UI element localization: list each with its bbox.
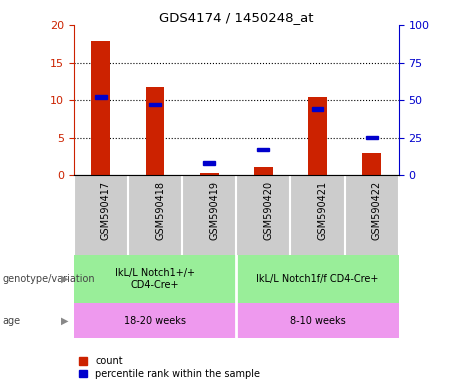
Bar: [257, 148, 269, 151]
Bar: [91, 41, 110, 175]
Text: GSM590420: GSM590420: [263, 181, 273, 240]
Text: genotype/variation: genotype/variation: [2, 274, 95, 284]
Legend: count, percentile rank within the sample: count, percentile rank within the sample: [79, 356, 260, 379]
Bar: [312, 108, 324, 111]
Bar: [149, 103, 161, 106]
Text: GSM590422: GSM590422: [372, 181, 382, 240]
Bar: [95, 95, 107, 99]
Text: ▶: ▶: [61, 316, 68, 326]
Text: 8-10 weeks: 8-10 weeks: [290, 316, 345, 326]
Text: IkL/L Notch1+/+
CD4-Cre+: IkL/L Notch1+/+ CD4-Cre+: [115, 268, 195, 290]
Bar: [366, 136, 378, 139]
Title: GDS4174 / 1450248_at: GDS4174 / 1450248_at: [159, 11, 313, 24]
Bar: [146, 86, 165, 175]
Text: GSM590421: GSM590421: [318, 181, 327, 240]
Text: GSM590418: GSM590418: [155, 181, 165, 240]
Text: 18-20 weeks: 18-20 weeks: [124, 316, 186, 326]
Bar: [200, 173, 219, 175]
Text: GSM590417: GSM590417: [101, 181, 111, 240]
Bar: [308, 97, 327, 175]
Bar: [203, 162, 215, 165]
Text: age: age: [2, 316, 20, 326]
Text: IkL/L Notch1f/f CD4-Cre+: IkL/L Notch1f/f CD4-Cre+: [256, 274, 378, 284]
Bar: [362, 153, 381, 175]
Text: GSM590419: GSM590419: [209, 181, 219, 240]
Text: ▶: ▶: [61, 274, 68, 284]
Bar: [254, 167, 273, 175]
